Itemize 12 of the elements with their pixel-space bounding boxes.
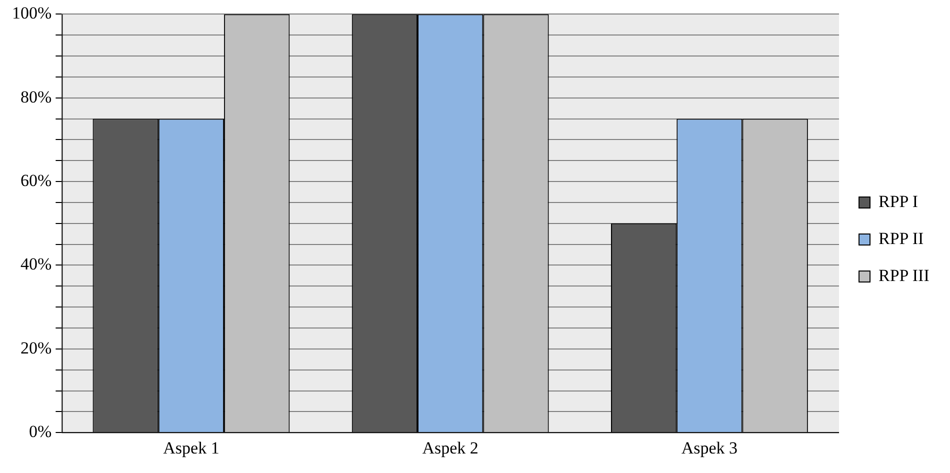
legend-label: RPP III — [878, 266, 930, 285]
y-tick-label: 20% — [20, 338, 52, 358]
x-tick-label: Aspek 2 — [422, 438, 478, 458]
y-tick-label: 40% — [20, 254, 52, 274]
y-tick-label: 0% — [28, 422, 52, 442]
legend-label: RPP II — [878, 228, 924, 248]
legend-label: RPP I — [878, 192, 918, 211]
y-tick-label: 100% — [12, 4, 52, 23]
y-tick-label: 80% — [20, 87, 52, 106]
x-tick-label: Aspek 3 — [681, 438, 738, 458]
x-tick-label: Aspek 1 — [163, 438, 220, 458]
y-tick-label: 60% — [20, 171, 52, 190]
